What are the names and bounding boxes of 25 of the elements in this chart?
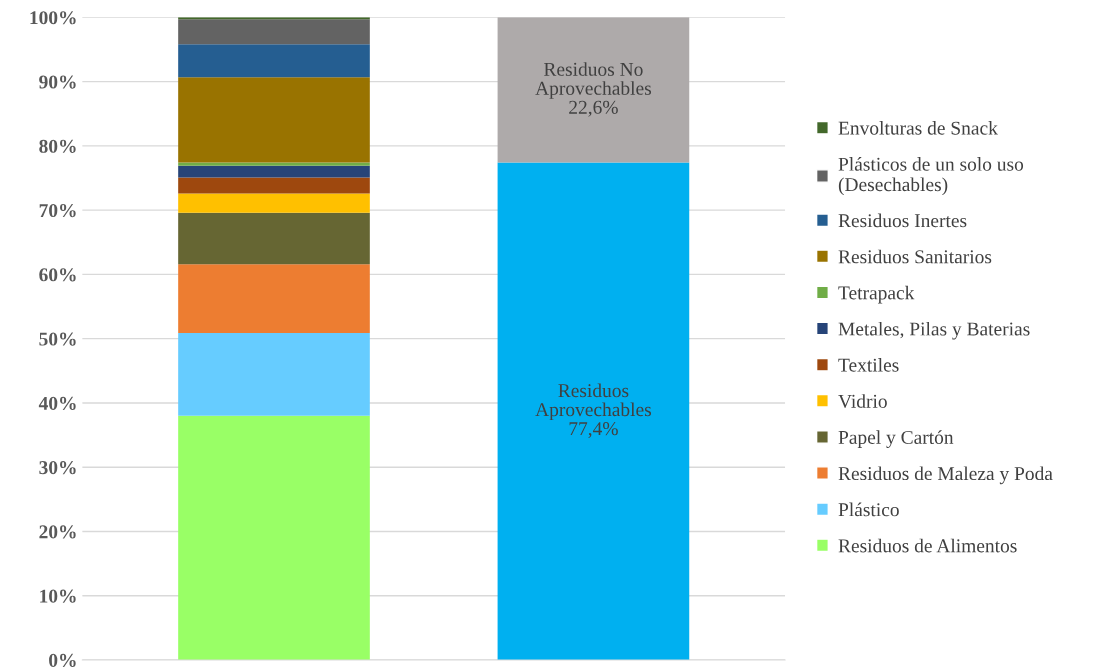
y-tick-label: 90% [39,75,76,89]
y-tick-label: 50% [39,332,76,346]
data-label: Residuos No Aprovechables 22,6% [535,62,652,117]
legend-label: Residuos de Maleza y Poda [838,466,1053,485]
legend-label: Plásticos de un solo uso (Desechables) [838,157,1024,196]
legend-label: Residuos de Alimentos [838,538,1017,553]
legend-label: Vidrio [838,394,887,408]
legend-label: Residuos Sanitarios [838,249,992,264]
legend-label: Envolturas de Snack [838,121,998,135]
legend-label: Textiles [838,358,899,372]
legend-label: Papel y Cartón [838,430,954,448]
legend-label: Metales, Pilas y Baterias [838,321,1030,340]
y-tick-label: 80% [39,139,76,153]
y-tick-label: 30% [39,461,76,475]
y-tick-label: 40% [38,396,76,410]
y-tick-label: 70% [39,203,76,218]
y-tick-label: 10% [40,589,76,603]
y-tick-label: 60% [39,268,76,282]
y-tick-label: 0% [49,653,76,667]
data-label: Residuos Aprovechables 77,4% [535,383,652,438]
y-tick-label: 100% [30,11,76,25]
y-tick-label: 20% [39,525,76,539]
legend-label: Tetrapack [838,285,915,304]
legend-label: Residuos Inertes [838,213,967,228]
legend-label: Plástico [838,502,899,517]
